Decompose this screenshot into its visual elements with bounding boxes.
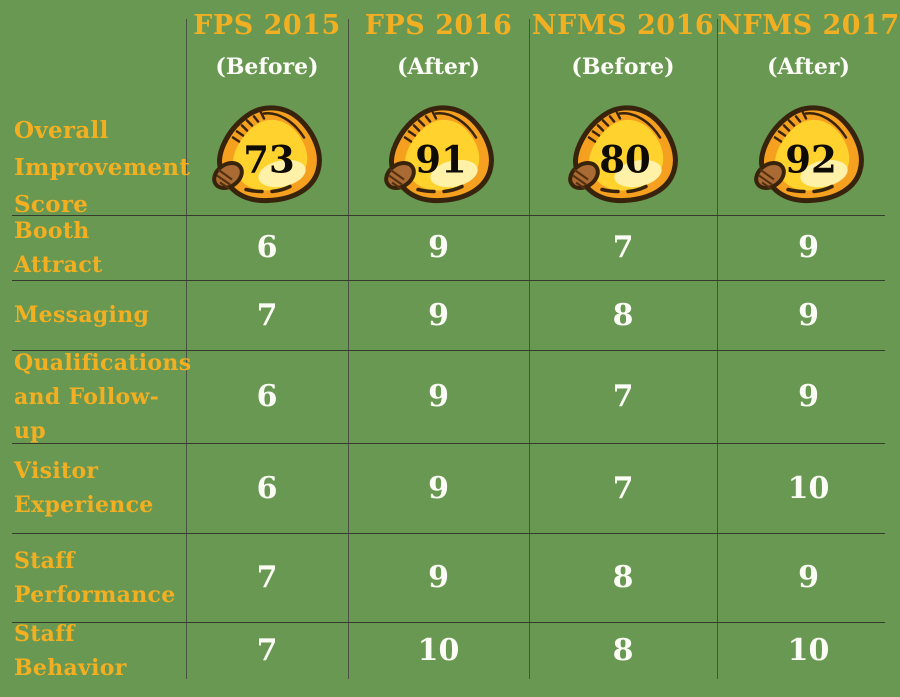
column-header-fps-2016: FPS 2016 (After) 91	[348, 0, 529, 215]
show-phase: (Before)	[571, 54, 675, 80]
cell-value: 8	[612, 560, 634, 595]
cell-value: 10	[787, 633, 830, 668]
grid-hline	[12, 350, 885, 351]
row-label-overall-improvement-score: Overall Improvement Score	[14, 117, 191, 218]
show-phase: (Before)	[215, 54, 319, 80]
cell-value: 9	[798, 560, 819, 595]
row-label: Visitor Experience	[14, 458, 154, 518]
cell-value: 6	[256, 470, 278, 506]
overall-score-value: 80	[599, 138, 651, 182]
cell-value: 6	[256, 230, 278, 265]
table-row-staff-performance: Staff Performance 7 9 8 9	[0, 533, 900, 622]
grid-hline	[12, 533, 885, 534]
grid-vline	[348, 19, 349, 679]
row-label: Qualifications and Follow-up	[14, 349, 192, 444]
cell-value: 8	[612, 297, 634, 333]
corn-kernel-icon: 80	[568, 105, 678, 204]
grid-vline	[186, 19, 187, 679]
cell-value: 6	[256, 379, 278, 414]
table-row-visitor-experience: Visitor Experience 6 9 7 10	[0, 443, 900, 533]
table-row-staff-behavior: Staff Behavior 7 10 8 10	[0, 621, 900, 681]
cell-value: 7	[612, 470, 634, 506]
cell-value: 9	[428, 230, 449, 265]
table-row-booth-attract: Booth Attract 6 9 7 9	[0, 215, 900, 280]
cell-value: 7	[612, 230, 634, 265]
table-row-messaging: Messaging 7 9 8 9	[0, 280, 900, 350]
cell-value: 9	[428, 297, 449, 333]
table-row-qualifications-follow-up: Qualifications and Follow-up 6 9 7 9	[0, 350, 900, 444]
corn-kernel-icon: 73	[212, 105, 322, 204]
cell-value: 7	[256, 633, 278, 668]
overall-score-value: 73	[243, 138, 295, 182]
overall-score-value: 92	[785, 138, 837, 182]
row-label: Staff Performance	[14, 547, 176, 608]
grid-hline	[12, 443, 885, 444]
cell-value: 9	[428, 560, 449, 595]
grid-vline	[529, 19, 530, 679]
show-name: NFMS 2017	[717, 10, 900, 41]
cell-value: 9	[798, 379, 819, 414]
cell-value: 10	[417, 633, 460, 668]
cell-value: 7	[256, 560, 278, 595]
overall-score-value: 91	[415, 138, 467, 182]
column-header-nfms-2017: NFMS 2017 (After) 92	[717, 0, 900, 215]
grid-hline	[12, 280, 885, 281]
show-name: NFMS 2016	[531, 10, 715, 41]
row-label: Staff Behavior	[14, 620, 127, 681]
row-label: Booth Attract	[14, 217, 103, 278]
cell-value: 10	[787, 470, 830, 506]
column-header-nfms-2016: NFMS 2016 (Before) 80	[529, 0, 717, 215]
column-header-fps-2015: FPS 2015 (Before) 73	[186, 0, 348, 215]
grid-hline	[12, 215, 885, 216]
cell-value: 9	[798, 230, 819, 265]
cell-value: 8	[612, 633, 634, 668]
show-phase: (After)	[767, 54, 850, 80]
cell-value: 7	[612, 379, 634, 414]
show-name: FPS 2016	[364, 10, 513, 41]
cell-value: 7	[256, 297, 278, 333]
cell-value: 9	[798, 297, 819, 333]
show-phase: (After)	[397, 54, 480, 80]
grid-vline	[717, 19, 718, 679]
corn-kernel-icon: 91	[383, 105, 494, 204]
grid-hline	[12, 622, 885, 623]
show-name: FPS 2015	[193, 10, 341, 41]
cell-value: 9	[428, 379, 449, 414]
row-label: Messaging	[14, 302, 150, 328]
corn-kernel-icon: 92	[753, 105, 864, 204]
cell-value: 9	[428, 470, 449, 506]
